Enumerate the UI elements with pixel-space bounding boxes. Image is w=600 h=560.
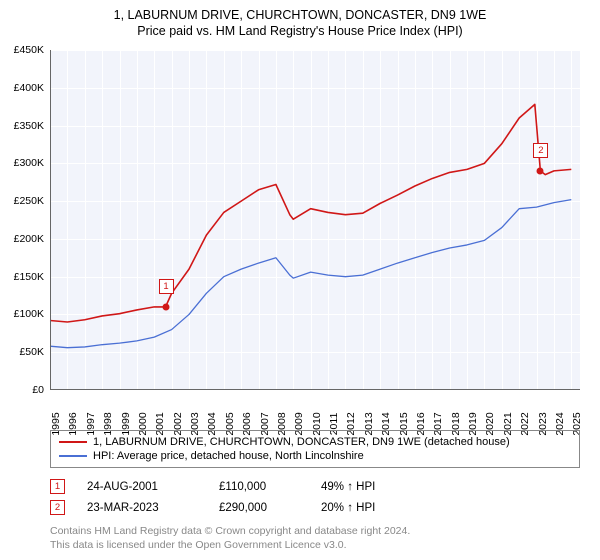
series-property (50, 104, 571, 322)
sale-marker-box-1: 1 (159, 279, 174, 294)
legend-row-property: 1, LABURNUM DRIVE, CHURCHTOWN, DONCASTER… (59, 435, 571, 449)
ytick-label: £0 (32, 384, 44, 396)
title-block: 1, LABURNUM DRIVE, CHURCHTOWN, DONCASTER… (0, 0, 600, 38)
line-series (50, 50, 580, 390)
sale-dot-1 (162, 303, 169, 310)
sales-table: 1 24-AUG-2001 £110,000 49% ↑ HPI 2 23-MA… (50, 476, 580, 518)
legend-swatch-hpi (59, 455, 87, 457)
sale-marker-2: 2 (50, 500, 65, 515)
legend-row-hpi: HPI: Average price, detached house, Nort… (59, 449, 571, 463)
ytick-label: £400K (14, 82, 44, 94)
sales-row-2: 2 23-MAR-2023 £290,000 20% ↑ HPI (50, 497, 580, 518)
sale-marker-box-2: 2 (533, 143, 548, 158)
chart-area: 12 £0£50K£100K£150K£200K£250K£300K£350K£… (50, 50, 580, 390)
ytick-label: £250K (14, 195, 44, 207)
title-line2: Price paid vs. HM Land Registry's House … (0, 24, 600, 38)
ytick-label: £300K (14, 157, 44, 169)
ytick-label: £200K (14, 233, 44, 245)
sale-date-2: 23-MAR-2023 (87, 502, 197, 514)
legend-swatch-property (59, 441, 87, 443)
sale-date-1: 24-AUG-2001 (87, 481, 197, 493)
ytick-label: £150K (14, 271, 44, 283)
legend-label-property: 1, LABURNUM DRIVE, CHURCHTOWN, DONCASTER… (93, 436, 510, 448)
ytick-label: £100K (14, 308, 44, 320)
legend: 1, LABURNUM DRIVE, CHURCHTOWN, DONCASTER… (50, 430, 580, 468)
sale-price-2: £290,000 (219, 502, 299, 514)
legend-label-hpi: HPI: Average price, detached house, Nort… (93, 450, 364, 462)
sales-row-1: 1 24-AUG-2001 £110,000 49% ↑ HPI (50, 476, 580, 497)
sale-delta-1: 49% ↑ HPI (321, 481, 421, 493)
sale-marker-1: 1 (50, 479, 65, 494)
ytick-label: £450K (14, 44, 44, 56)
footer-line2: This data is licensed under the Open Gov… (50, 538, 410, 552)
footer-line1: Contains HM Land Registry data © Crown c… (50, 524, 410, 538)
ytick-label: £50K (19, 346, 44, 358)
sale-delta-2: 20% ↑ HPI (321, 502, 421, 514)
footer: Contains HM Land Registry data © Crown c… (50, 524, 410, 552)
series-hpi (50, 200, 571, 348)
sale-price-1: £110,000 (219, 481, 299, 493)
ytick-label: £350K (14, 120, 44, 132)
title-line1: 1, LABURNUM DRIVE, CHURCHTOWN, DONCASTER… (0, 8, 600, 22)
sale-dot-2 (537, 167, 544, 174)
chart-container: 1, LABURNUM DRIVE, CHURCHTOWN, DONCASTER… (0, 0, 600, 560)
